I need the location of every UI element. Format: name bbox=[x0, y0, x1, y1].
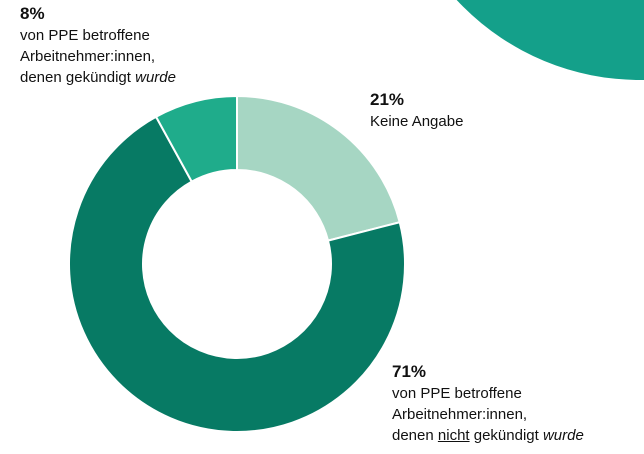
label-line: von PPE betroffene bbox=[392, 383, 584, 404]
label-text: Keine Angabe bbox=[370, 113, 464, 130]
slice-label: 21% Keine Angabe bbox=[370, 89, 463, 132]
slice bbox=[154, 94, 238, 183]
label-text: von PPE betroffene bbox=[392, 385, 522, 402]
label-text: wurde bbox=[135, 69, 176, 86]
value-label: 21% bbox=[370, 90, 405, 109]
label-text: wurde bbox=[542, 427, 584, 444]
label-line: von PPE betroffene bbox=[20, 25, 176, 46]
label-text: denen gekündigt bbox=[20, 69, 136, 86]
slice-label: 8% von PPE betroffene Arbeitnehmer:innen, d… bbox=[20, 3, 176, 88]
label-line: Keine Angabe bbox=[370, 111, 463, 132]
label-text: nicht bbox=[437, 427, 470, 444]
label-line: Arbeitnehmer:innen, bbox=[392, 404, 584, 425]
slice bbox=[68, 115, 406, 433]
decor-circle bbox=[456, 0, 644, 80]
label-text: gekündigt bbox=[469, 427, 543, 444]
label-text: denen bbox=[392, 427, 438, 444]
label-line: denen nicht gekündigt wurde bbox=[392, 425, 584, 446]
slice bbox=[236, 94, 401, 242]
label-line: Arbeitnehmer:innen, bbox=[20, 46, 176, 67]
value-label: 8% bbox=[20, 4, 45, 23]
slice-label: 71% von PPE betroffene Arbeitnehmer:innen,… bbox=[392, 361, 584, 446]
label-text: von PPE betroffene bbox=[20, 27, 150, 44]
label-text: Arbeitnehmer:innen, bbox=[20, 48, 156, 65]
label-text: Arbeitnehmer:innen, bbox=[392, 406, 528, 423]
value-label: 71% bbox=[392, 362, 427, 381]
label-line: denen gekündigt wurde bbox=[20, 67, 176, 88]
